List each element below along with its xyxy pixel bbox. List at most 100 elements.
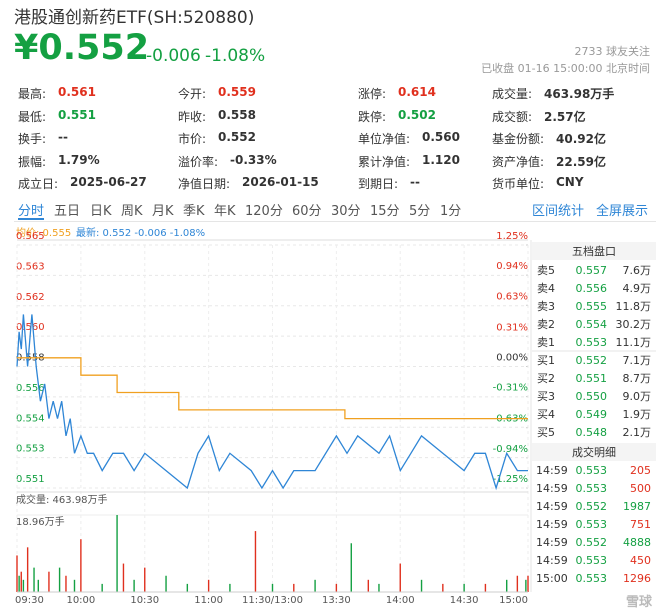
y-tick-label: 0.565: [16, 231, 45, 242]
trade-price: 0.553: [576, 482, 608, 495]
stat-label: 市价:: [178, 132, 207, 146]
stat-value: 2025-06-27: [70, 175, 147, 189]
tab[interactable]: 日K: [90, 204, 112, 219]
book-volume: 4.9万: [623, 282, 652, 295]
trades-title: 成交明细: [572, 445, 616, 459]
volume-bar: [314, 579, 316, 592]
tab[interactable]: 五日: [54, 204, 81, 219]
x-tick-label: 09:30: [15, 595, 44, 606]
tab[interactable]: 周K: [121, 204, 143, 219]
tab-action[interactable]: 全屏展示: [596, 204, 649, 219]
trade-price: 0.553: [576, 518, 608, 531]
tab[interactable]: 年K: [214, 204, 236, 219]
x-tick-label: 13:30: [322, 595, 351, 606]
book-price: 0.554: [576, 318, 608, 331]
trade-price: 0.553: [576, 572, 608, 585]
stat-label: 到期日:: [358, 177, 399, 191]
tab[interactable]: 1分: [440, 204, 462, 219]
trade-time: 14:59: [536, 500, 568, 513]
trade-volume: 4888: [623, 536, 651, 549]
panel-header: [532, 242, 656, 260]
book-level: 卖5: [537, 264, 555, 277]
trade-price: 0.553: [576, 464, 608, 477]
trade-time: 14:59: [536, 518, 568, 531]
tab[interactable]: 月K: [152, 204, 174, 219]
stat-label: 昨收:: [178, 109, 207, 124]
book-level: 卖4: [537, 282, 555, 295]
book-price: 0.552: [576, 354, 608, 367]
x-tick-label: 10:30: [130, 595, 159, 606]
volume-bar: [442, 583, 444, 592]
volume-bar: [33, 567, 35, 592]
stat-value: 0.502: [398, 107, 436, 122]
book-level: 买2: [537, 372, 555, 385]
volume-bar: [484, 583, 487, 592]
volume-bar: [350, 543, 352, 592]
stat-label: 最低:: [18, 109, 47, 124]
trade-volume: 450: [630, 554, 651, 567]
tab[interactable]: 120分: [245, 204, 283, 219]
volume-bar: [101, 583, 103, 592]
book-volume: 7.6万: [623, 264, 652, 277]
x-tick-label: 15:00: [499, 595, 528, 606]
y-tick-label: 0.551: [16, 474, 45, 485]
tab[interactable]: 60分: [292, 204, 322, 219]
volume-bar: [80, 539, 82, 592]
book-level: 买4: [537, 408, 555, 421]
stat-value: 40.92亿: [556, 132, 606, 146]
trade-volume: 205: [630, 464, 651, 477]
stat-value: 1.120: [422, 152, 460, 167]
tab-action[interactable]: 区间统计: [532, 204, 585, 219]
trade-volume: 1987: [623, 500, 651, 513]
stat-value: 0.561: [58, 85, 96, 99]
followers: 2733 球友关注: [574, 45, 651, 58]
tab[interactable]: 5分: [409, 204, 431, 219]
stat-label: 资产净值:: [492, 154, 545, 169]
volume-bar: [22, 579, 25, 592]
y-tick-label: 0.554: [16, 413, 45, 424]
book-level: 卖2: [537, 318, 555, 331]
book-price: 0.549: [576, 408, 608, 421]
stock-title: 港股通创新药ETF(SH:520880): [14, 8, 255, 28]
tab[interactable]: 季K: [183, 204, 205, 219]
volume-bar: [207, 579, 210, 592]
stat-value: 22.59亿: [556, 154, 606, 169]
trade-time: 14:59: [536, 482, 568, 495]
volume-bar: [165, 575, 167, 592]
tab-divider: [14, 221, 656, 222]
volume-bar: [463, 583, 465, 592]
book-price: 0.555: [576, 300, 608, 313]
volume-bar: [378, 583, 380, 592]
tab[interactable]: 15分: [370, 204, 400, 219]
volume-bar: [399, 563, 401, 592]
stat-label: 成交量:: [492, 87, 533, 101]
stat-label: 换手:: [18, 132, 47, 146]
volume-bar: [420, 579, 423, 592]
book-volume: 11.8万: [616, 300, 652, 313]
stat-label: 最高:: [18, 87, 47, 101]
x-tick-label: 14:30: [450, 595, 479, 606]
tab[interactable]: 30分: [331, 204, 361, 219]
volume-bar: [18, 575, 20, 592]
legend-latest: 最新: 0.552 -0.006 -1.08%: [76, 228, 206, 239]
price: ¥0.552: [14, 28, 150, 68]
y2-tick-label: 1.25%: [496, 231, 528, 242]
volume-bar: [122, 563, 125, 592]
trade-volume: 751: [630, 518, 651, 531]
trade-volume: 1296: [623, 572, 651, 585]
volume-bar: [26, 547, 29, 592]
panel-header: [532, 443, 656, 461]
book-volume: 11.1万: [616, 336, 652, 349]
trade-time: 14:59: [536, 536, 568, 549]
volume-bar: [186, 583, 189, 592]
y2-tick-label: -1.25%: [493, 474, 528, 485]
x-tick-label: 10:00: [66, 595, 95, 606]
volume-bar: [116, 515, 118, 592]
tab[interactable]: 分时: [18, 204, 45, 219]
volume-bar: [73, 579, 76, 592]
volume-bar: [20, 571, 22, 592]
stat-value: --: [58, 130, 68, 144]
y2-tick-label: -0.94%: [493, 444, 528, 455]
stat-value: 0.560: [422, 130, 460, 144]
